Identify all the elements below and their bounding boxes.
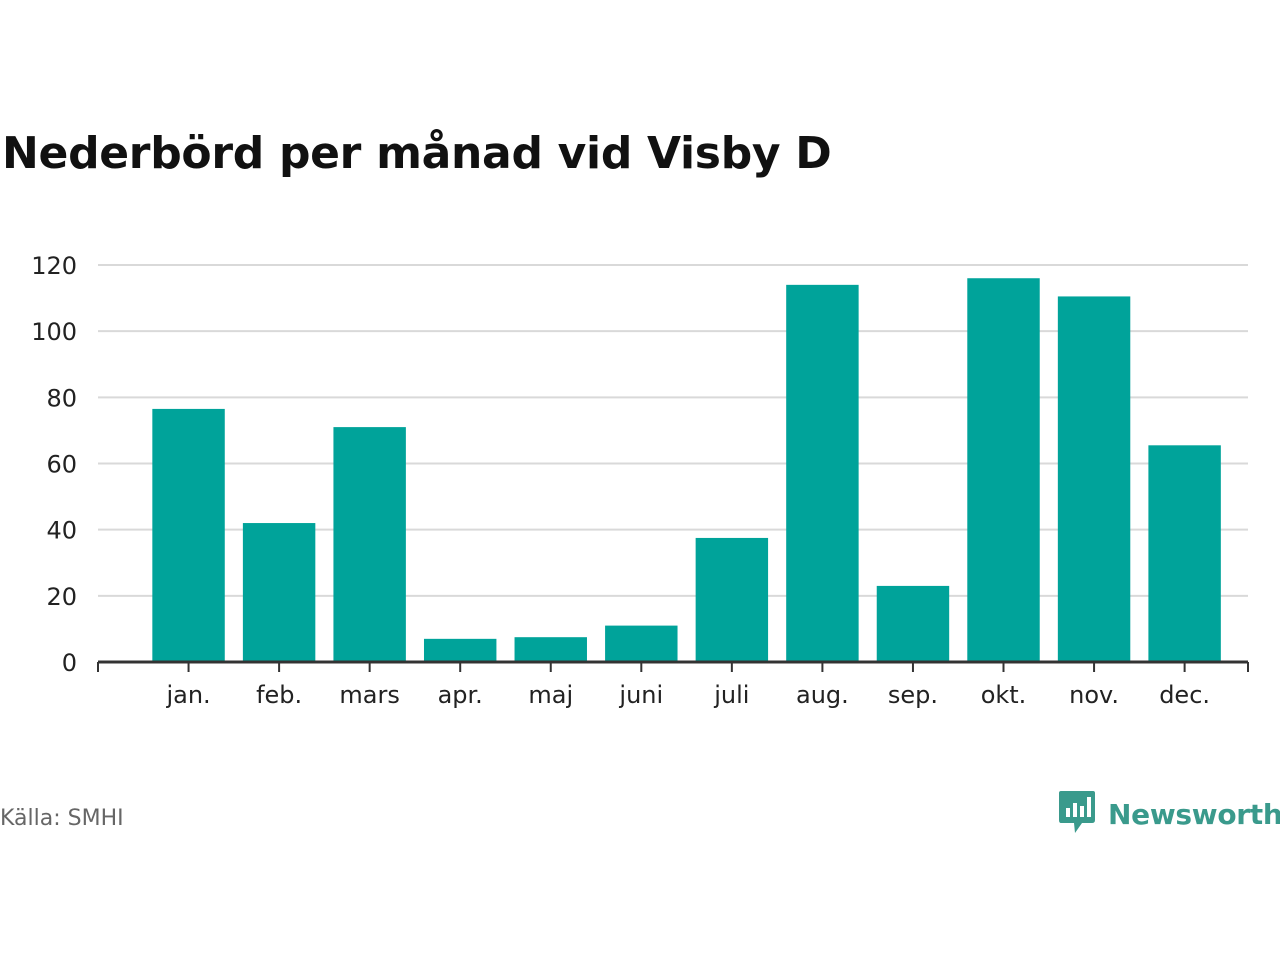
x-tick-label: nov. [1069, 681, 1119, 709]
axes [97, 660, 1249, 672]
chart-title: Nederbörd per månad vid Visby D [2, 128, 832, 179]
x-tick-label: dec. [1159, 681, 1210, 709]
newsworthy-chart-bubble-icon [1058, 790, 1096, 838]
bar [695, 537, 769, 662]
y-tick-label: 120 [31, 252, 77, 280]
bar [514, 637, 587, 662]
y-tick-label: 40 [46, 517, 77, 545]
x-tick-label: juni [618, 681, 663, 709]
x-tick-label: mars [339, 681, 399, 709]
x-tick-label: juli [713, 681, 749, 709]
x-tick-label: feb. [256, 681, 302, 709]
x-tick-label: okt. [981, 681, 1027, 709]
source-note: Källa: SMHI [0, 806, 124, 831]
bar [967, 278, 1040, 662]
bar [1148, 445, 1221, 662]
y-tick-label: 100 [31, 318, 77, 346]
bar [1057, 296, 1131, 662]
y-tick-labels: 0 20 40 60 80 100 120 [31, 252, 77, 677]
x-tick-label: maj [528, 681, 573, 709]
bar [242, 523, 316, 662]
y-tick-label: 80 [46, 384, 77, 412]
brand-logo: Newsworthy [1058, 790, 1280, 838]
x-tick-label: sep. [888, 681, 938, 709]
y-tick-label: 0 [62, 649, 77, 677]
bar [605, 625, 678, 662]
bar [423, 638, 497, 662]
x-tick-labels: jan. feb. mars apr. maj juni juli aug. sep. okt. n… [165, 681, 1210, 709]
y-tick-label: 20 [46, 583, 77, 611]
bar [786, 284, 859, 662]
y-tick-label: 60 [46, 451, 77, 479]
x-tick-label: jan. [165, 681, 210, 709]
x-tick-label: apr. [438, 681, 483, 709]
bar [333, 427, 406, 662]
x-tick-label: aug. [796, 681, 849, 709]
bar [152, 408, 225, 662]
brand-name: Newsworthy [1108, 797, 1280, 831]
bars [152, 278, 1221, 662]
bar [876, 585, 950, 662]
